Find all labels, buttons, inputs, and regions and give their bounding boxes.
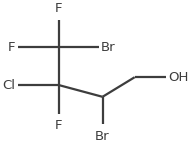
Text: F: F [7, 41, 15, 54]
Text: F: F [55, 119, 62, 132]
Text: OH: OH [168, 71, 188, 84]
Text: Br: Br [101, 41, 115, 54]
Text: Cl: Cl [2, 79, 15, 92]
Text: F: F [55, 2, 62, 15]
Text: Br: Br [95, 130, 110, 143]
